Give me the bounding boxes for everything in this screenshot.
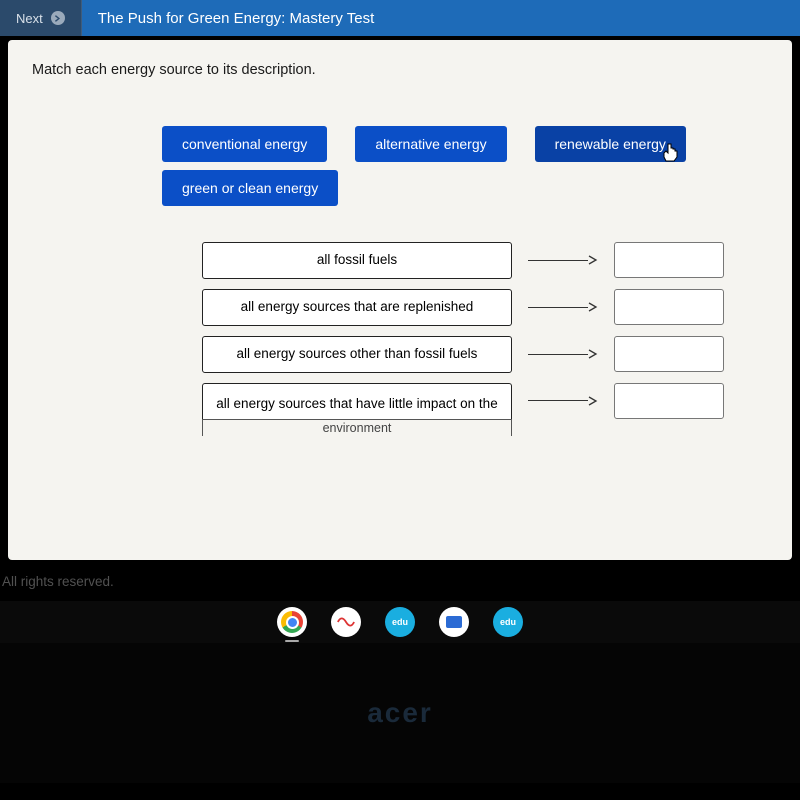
drop-target[interactable] (614, 289, 724, 325)
chip-renewable-energy[interactable]: renewable energy (535, 126, 686, 162)
drop-target[interactable] (614, 336, 724, 372)
app-icon[interactable] (439, 607, 469, 637)
description-box: all energy sources that have little impa… (202, 383, 512, 419)
match-row: all energy sources that are replenished (202, 289, 768, 326)
arrow-right-icon (528, 336, 598, 373)
edu-app-icon[interactable]: edu (385, 607, 415, 637)
laptop-bezel: acer (0, 643, 800, 783)
content-panel: Match each energy source to its descript… (8, 40, 792, 560)
desmos-icon[interactable] (331, 607, 361, 637)
instruction-text: Match each energy source to its descript… (32, 62, 768, 78)
match-rows: all fossil fuels all energy sources that… (202, 242, 768, 436)
chip-row-2: green or clean energy (162, 170, 768, 206)
description-overflow: environment (202, 419, 512, 436)
next-label: Next (16, 11, 43, 26)
chip-green-or-clean-energy[interactable]: green or clean energy (162, 170, 338, 206)
arrow-right-icon (528, 289, 598, 326)
description-box: all energy sources other than fossil fue… (202, 336, 512, 373)
chip-alternative-energy[interactable]: alternative energy (355, 126, 506, 162)
edu-app-icon-2[interactable]: edu (493, 607, 523, 637)
taskbar: edu edu (0, 601, 800, 643)
match-row: all fossil fuels (202, 242, 768, 279)
header-bar: Next The Push for Green Energy: Mastery … (0, 0, 800, 36)
brand-logo: acer (367, 697, 433, 729)
arrow-right-icon (528, 383, 598, 419)
description-box: all fossil fuels (202, 242, 512, 279)
match-row: all energy sources that have little impa… (202, 383, 768, 419)
next-button[interactable]: Next (0, 0, 82, 36)
page-title: The Push for Green Energy: Mastery Test (82, 0, 391, 36)
match-row: all energy sources other than fossil fue… (202, 336, 768, 373)
drop-target[interactable] (614, 383, 724, 419)
drop-target[interactable] (614, 242, 724, 278)
chip-row: conventional energy alternative energy r… (162, 126, 768, 162)
footer-text: All rights reserved. (0, 560, 800, 597)
arrow-right-icon (528, 242, 598, 279)
chip-conventional-energy[interactable]: conventional energy (162, 126, 327, 162)
arrow-right-circle-icon (51, 11, 65, 25)
chrome-icon[interactable] (277, 607, 307, 637)
description-box: all energy sources that are replenished (202, 289, 512, 326)
